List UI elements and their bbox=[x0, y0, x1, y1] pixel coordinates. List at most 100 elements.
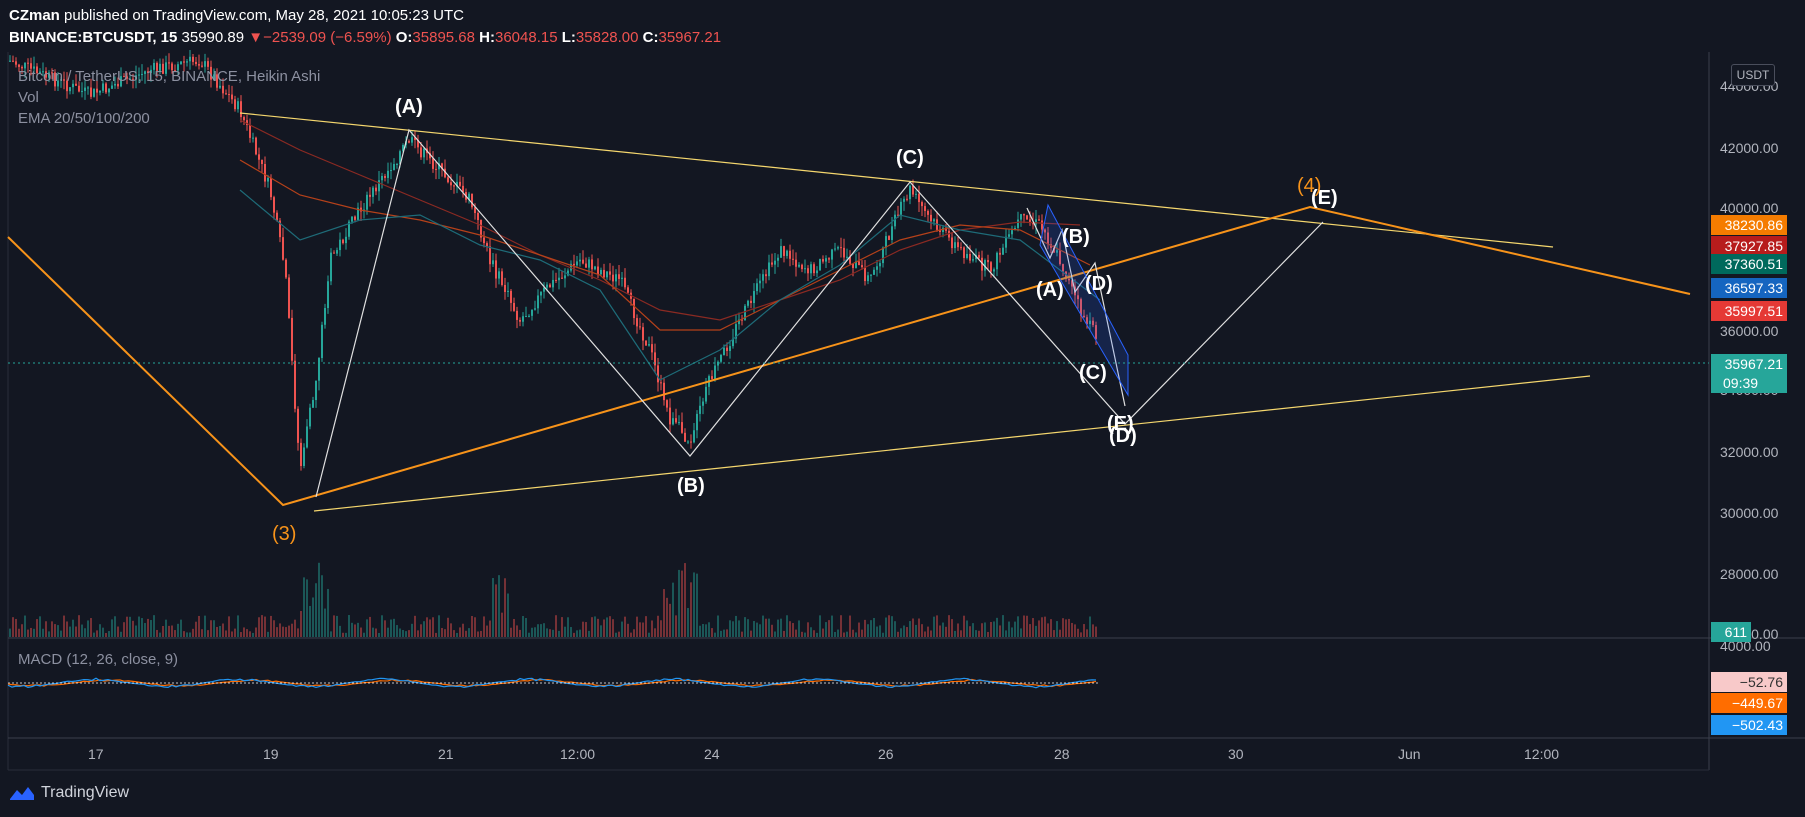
candle-body bbox=[966, 253, 968, 258]
candle-body bbox=[261, 159, 263, 165]
volume-bar bbox=[591, 617, 593, 637]
volume-bar bbox=[198, 615, 200, 637]
candle-body bbox=[654, 352, 656, 366]
candle-body bbox=[78, 85, 80, 92]
candle-body bbox=[924, 206, 926, 211]
candle-body bbox=[792, 258, 794, 260]
volume-bar bbox=[1053, 630, 1055, 637]
volume-bar bbox=[519, 629, 521, 637]
candle-body bbox=[771, 262, 773, 265]
volume-bar bbox=[450, 623, 452, 637]
currency-button[interactable]: USDT bbox=[1731, 64, 1775, 86]
candle-body bbox=[204, 61, 206, 67]
volume-bar bbox=[180, 619, 182, 637]
candle-body bbox=[90, 87, 92, 97]
volume-bar bbox=[1092, 624, 1094, 637]
volume-bar bbox=[48, 631, 50, 637]
price-tick: 36000.00 bbox=[1720, 323, 1779, 339]
candle-body bbox=[279, 220, 281, 238]
candle-body bbox=[564, 275, 566, 279]
wave-label-e[interactable]: (E) bbox=[1311, 187, 1338, 209]
candle-body bbox=[273, 197, 275, 213]
candle-body bbox=[978, 254, 980, 258]
volume-bar bbox=[870, 620, 872, 637]
candle-body bbox=[873, 269, 875, 275]
wave-label-b[interactable]: (B) bbox=[677, 475, 705, 497]
candle-body bbox=[885, 236, 887, 248]
volume-bar bbox=[1095, 626, 1097, 637]
volume-bar bbox=[312, 597, 314, 637]
volume-bar bbox=[513, 618, 515, 637]
candle-body bbox=[429, 153, 431, 159]
candle-body bbox=[243, 117, 245, 121]
volume-bar bbox=[768, 618, 770, 637]
volume-bar bbox=[618, 631, 620, 637]
sub-wave-label-c[interactable]: (C) bbox=[1079, 362, 1107, 384]
candle-body bbox=[309, 407, 311, 427]
volume-bar bbox=[285, 627, 287, 637]
volume-bar bbox=[318, 562, 320, 637]
wave-label-a[interactable]: (A) bbox=[395, 96, 423, 118]
time-axis[interactable]: 17 19 21 12:00 24 26 28 30 Jun 12:00 bbox=[88, 746, 1559, 762]
price-chart[interactable]: (A) (B) (C) (A) (B) (C) (D) (E) (D) (E) … bbox=[0, 50, 1805, 772]
candle-body bbox=[717, 361, 719, 366]
candle-body bbox=[816, 270, 818, 274]
volume-bar bbox=[783, 630, 785, 637]
volume-bar bbox=[264, 616, 266, 637]
candle-body bbox=[342, 239, 344, 244]
volume-bar bbox=[576, 630, 578, 637]
candle-body bbox=[1056, 250, 1058, 253]
candle-body bbox=[903, 198, 905, 202]
volume-bar bbox=[162, 625, 164, 637]
volume-bar bbox=[108, 631, 110, 637]
candle-body bbox=[540, 291, 542, 296]
ema-200-line bbox=[239, 119, 1081, 321]
volume-bar bbox=[579, 629, 581, 637]
wave-label-d[interactable]: (D) bbox=[1109, 425, 1137, 447]
volume-bar bbox=[1008, 621, 1010, 637]
candle-body bbox=[729, 346, 731, 351]
candle-body bbox=[357, 207, 359, 220]
volume-bar bbox=[357, 622, 359, 637]
candle-body bbox=[1092, 320, 1094, 326]
time-tick: 24 bbox=[704, 746, 720, 762]
volume-bar bbox=[900, 628, 902, 637]
volume-bar bbox=[300, 610, 302, 637]
symbol-label[interactable]: BINANCE:BTCUSDT, 15 bbox=[9, 29, 178, 46]
wave-label-3[interactable]: (3) bbox=[272, 523, 296, 545]
author-name[interactable]: CZman bbox=[9, 7, 60, 24]
wave-drawings[interactable] bbox=[7, 112, 1709, 512]
volume-bar bbox=[837, 629, 839, 637]
sub-wave-label-d[interactable]: (D) bbox=[1085, 273, 1113, 295]
sub-wave-label-a[interactable]: (A) bbox=[1036, 279, 1064, 301]
wave-label-4[interactable]: (4) bbox=[1297, 175, 1321, 197]
volume-bar bbox=[705, 624, 707, 637]
candle-body bbox=[321, 324, 323, 359]
volume-bar bbox=[396, 625, 398, 637]
candle-body bbox=[699, 405, 701, 414]
volume-bar bbox=[804, 632, 806, 637]
candle-body bbox=[246, 120, 248, 126]
sub-wave-label-e[interactable]: (E) bbox=[1107, 413, 1134, 435]
volume-bar bbox=[1032, 618, 1034, 637]
ema-legend[interactable]: EMA 20/50/100/200 bbox=[18, 110, 150, 127]
candle-body bbox=[549, 284, 551, 288]
candle-body bbox=[18, 64, 20, 67]
candle-body bbox=[558, 277, 560, 281]
candle-body bbox=[513, 302, 515, 311]
symbol-legend[interactable]: Bitcoin / TetherUS, 15, BINANCE, Heikin … bbox=[18, 68, 321, 85]
wave-label-c[interactable]: (C) bbox=[896, 147, 924, 169]
candle-body bbox=[210, 66, 212, 80]
tradingview-logo[interactable]: TradingView bbox=[9, 784, 129, 802]
volume-bar bbox=[762, 615, 764, 637]
volume-legend[interactable]: Vol bbox=[18, 89, 39, 106]
candle-body bbox=[498, 271, 500, 279]
macd-legend[interactable]: MACD (12, 26, close, 9) bbox=[18, 651, 179, 668]
candle-body bbox=[645, 340, 647, 346]
sub-wave-label-b[interactable]: (B) bbox=[1062, 226, 1090, 248]
volume-bar bbox=[186, 632, 188, 637]
candle-body bbox=[690, 441, 692, 443]
volume-bar bbox=[426, 617, 428, 637]
candle-body bbox=[126, 76, 128, 79]
candle-body bbox=[234, 99, 236, 110]
